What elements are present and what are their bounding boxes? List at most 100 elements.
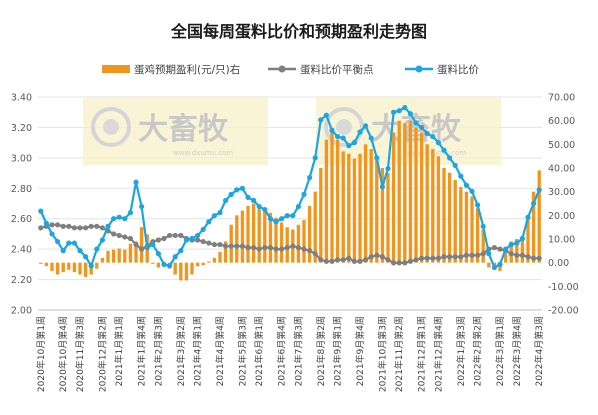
breakeven-point — [88, 223, 94, 229]
ratio-point — [318, 117, 324, 123]
profit-bar — [184, 262, 189, 281]
breakeven-point — [508, 251, 514, 257]
profit-bar — [139, 227, 144, 263]
ratio-point — [497, 261, 503, 267]
ratio-point — [239, 185, 245, 191]
ratio-point — [407, 111, 413, 117]
breakeven-point — [363, 257, 369, 263]
breakeven-point — [497, 246, 503, 252]
ratio-point — [531, 200, 537, 207]
breakeven-point — [536, 255, 542, 261]
profit-bar — [520, 236, 525, 263]
right-axis-tick-label: 10.00 — [548, 235, 575, 246]
ratio-point — [234, 187, 240, 193]
breakeven-point — [94, 223, 100, 229]
x-axis-tick-label: 2021年12月第1周 — [416, 316, 428, 392]
ratio-point — [139, 203, 145, 210]
breakeven-point — [195, 237, 201, 243]
breakeven-point — [475, 252, 481, 258]
profit-bar — [313, 191, 317, 263]
ratio-point — [335, 133, 341, 140]
breakeven-point — [290, 243, 296, 249]
ratio-point — [150, 241, 156, 248]
ratio-point — [312, 155, 318, 161]
x-axis-tick-label: 2021年12月第4周 — [432, 316, 444, 392]
legend-label-profit: 蛋鸡预期盈利(元/只)右 — [134, 63, 240, 76]
x-axis-tick-label: 2021年6月第1周 — [253, 316, 265, 386]
breakeven-point — [318, 257, 324, 263]
ratio-point — [379, 184, 385, 190]
left-axis-tick-label: 3.20 — [11, 123, 32, 134]
breakeven-point — [357, 258, 363, 264]
ratio-point — [447, 155, 453, 161]
profit-bar — [414, 127, 418, 263]
profit-bar — [386, 172, 390, 263]
breakeven-point — [284, 245, 290, 251]
profit-bar — [380, 168, 385, 263]
breakeven-point — [161, 235, 167, 242]
legend-item-ratio: 蛋料比价 — [405, 63, 479, 76]
ratio-point — [458, 173, 464, 179]
profit-bar — [268, 212, 273, 263]
x-axis-tick-label: 2021年11月第2周 — [393, 316, 405, 392]
breakeven-point — [525, 254, 531, 260]
ratio-point — [430, 133, 436, 140]
watermark-emblem-core — [336, 119, 352, 135]
x-axis-tick-label: 2021年10月第3周 — [376, 316, 388, 392]
profit-bar — [302, 220, 306, 263]
legend-item-profit: 蛋鸡预期盈利(元/只)右 — [102, 63, 240, 76]
legend-marker-ratio — [415, 65, 423, 73]
profit-bar — [453, 179, 457, 263]
breakeven-point — [217, 241, 223, 248]
profit-bar — [431, 149, 435, 263]
breakeven-point — [368, 254, 374, 260]
x-axis-tick-label: 2022年2月第2周 — [472, 316, 484, 386]
ratio-point — [374, 155, 380, 161]
x-axis-tick-label: 2021年1月第1周 — [113, 316, 125, 386]
ratio-point — [503, 246, 509, 252]
left-axis-tick-label: 3.00 — [11, 153, 32, 164]
ratio-point — [256, 203, 262, 210]
profit-bar — [246, 205, 250, 263]
profit-bar — [44, 262, 49, 267]
breakeven-point — [407, 258, 413, 264]
watermark-url: www.dxumu.com — [173, 149, 233, 157]
profit-bar — [319, 168, 323, 263]
ratio-point — [290, 213, 296, 219]
ratio-point — [525, 214, 531, 220]
profit-bar — [352, 158, 357, 263]
profit-bar — [123, 249, 127, 263]
profit-bar — [39, 262, 43, 264]
x-axis-tick-label: 2021年3月第2周 — [175, 316, 187, 386]
ratio-point — [183, 237, 189, 243]
ratio-point — [284, 213, 290, 219]
ratio-point — [178, 248, 184, 254]
profit-bar — [324, 139, 329, 263]
ratio-point — [307, 175, 313, 181]
breakeven-point — [139, 246, 145, 252]
profit-bar — [503, 253, 508, 263]
ratio-point — [172, 254, 178, 260]
right-axis-tick-label: 70.00 — [548, 93, 575, 104]
profit-bar — [296, 224, 301, 263]
ratio-point — [363, 123, 369, 129]
ratio-point — [301, 191, 307, 197]
breakeven-point — [116, 232, 122, 239]
x-axis-tick-label: 2022年4月第3周 — [533, 316, 545, 386]
x-axis-tick-label: 2021年1月第4周 — [136, 316, 148, 386]
ratio-point — [195, 232, 201, 239]
breakeven-point — [111, 231, 117, 237]
left-axis-tick-label: 2.20 — [11, 275, 32, 286]
ratio-point — [351, 140, 357, 146]
profit-bar — [358, 153, 362, 263]
ratio-point — [99, 237, 105, 243]
profit-bar — [531, 191, 536, 263]
profit-bar — [274, 217, 278, 263]
left-axis-tick-label: 2.40 — [11, 245, 32, 256]
legend-label-breakeven: 蛋料比价平衡点 — [300, 63, 374, 76]
ratio-point — [55, 238, 61, 245]
profit-bar — [459, 186, 463, 263]
breakeven-point — [200, 238, 206, 245]
watermark-emblem-core — [103, 119, 119, 135]
breakeven-point — [83, 225, 89, 231]
